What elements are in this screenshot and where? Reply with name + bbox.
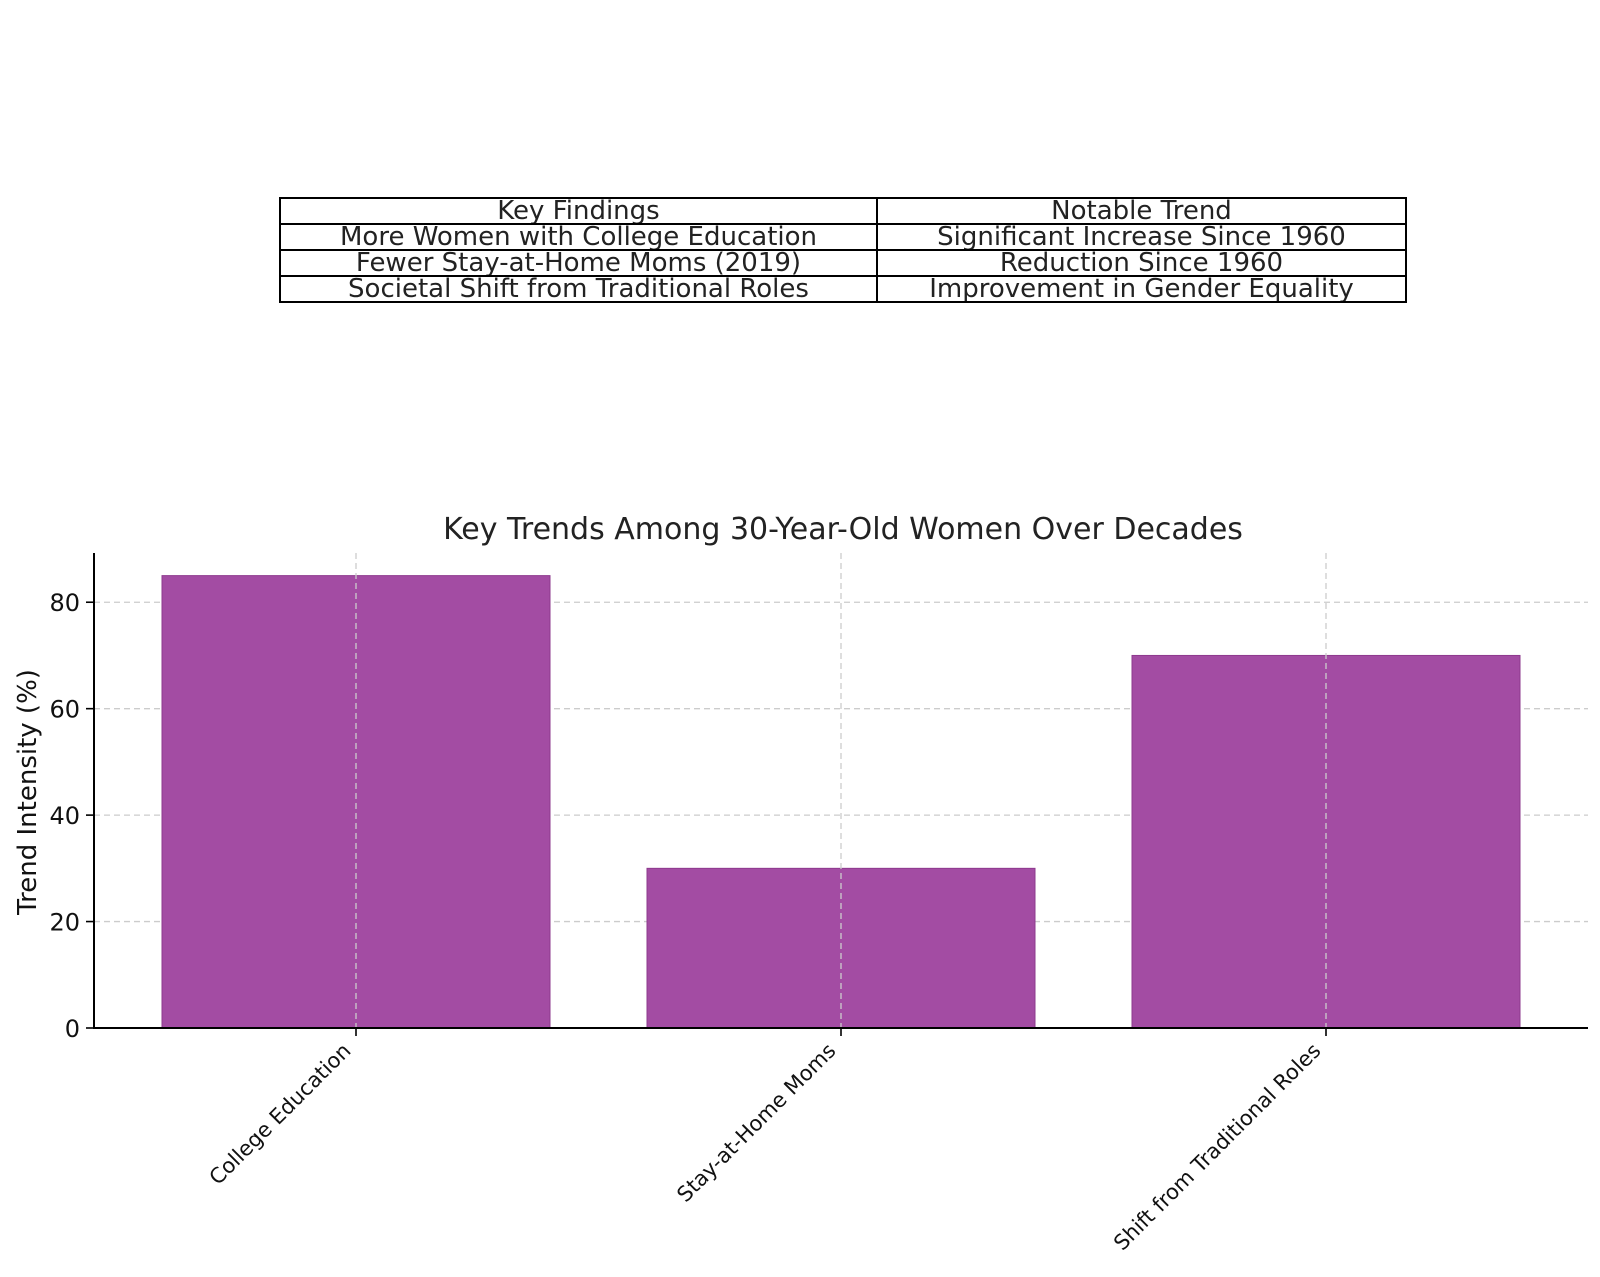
table-row: Societal Shift from Traditional Roles Im… — [279, 275, 1407, 303]
table-cell-trend: Significant Increase Since 1960 — [876, 223, 1407, 251]
y-tick-label: 0 — [65, 1015, 80, 1043]
table-row: Fewer Stay-at-Home Moms (2019) Reduction… — [279, 249, 1407, 277]
bar — [161, 575, 551, 1029]
y-tick-label: 40 — [49, 802, 80, 830]
table-cell-trend: Improvement in Gender Equality — [876, 275, 1407, 303]
table-row: More Women with College Education Signif… — [279, 223, 1407, 251]
table-cell-trend: Reduction Since 1960 — [876, 249, 1407, 277]
y-tick-label: 20 — [49, 909, 80, 937]
x-tick-label: Stay-at-Home Moms — [672, 1039, 840, 1207]
table-cell-finding: Fewer Stay-at-Home Moms (2019) — [279, 249, 878, 277]
table-cell-finding: More Women with College Education — [279, 223, 878, 251]
table-header-notable-trend: Notable Trend — [876, 197, 1407, 225]
x-tick-label: Shift from Traditional Roles — [1109, 1039, 1325, 1255]
bar — [1131, 654, 1521, 1029]
x-tick-label: College Education — [205, 1039, 356, 1190]
key-findings-table: Key Findings Notable Trend More Women wi… — [279, 197, 1407, 303]
y-tick-label: 60 — [49, 696, 80, 724]
chart-title: Key Trends Among 30-Year-Old Women Over … — [443, 512, 1243, 547]
y-tick-label: 80 — [49, 589, 80, 617]
y-axis-label: Trend Intensity (%) — [13, 669, 43, 916]
table-header-row: Key Findings Notable Trend — [279, 197, 1407, 225]
table-header-key-findings: Key Findings — [279, 197, 878, 225]
table-cell-finding: Societal Shift from Traditional Roles — [279, 275, 878, 303]
